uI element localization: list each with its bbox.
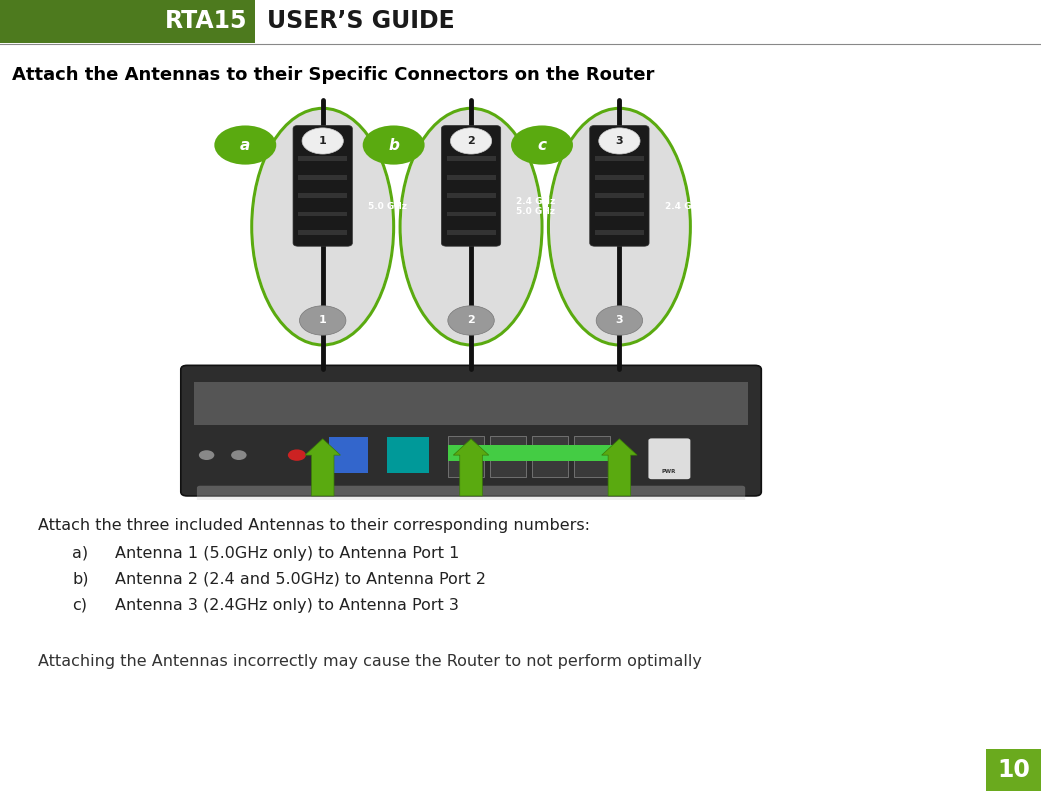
FancyBboxPatch shape bbox=[197, 486, 745, 518]
Text: RTA15: RTA15 bbox=[164, 9, 247, 33]
Bar bbox=[449, 445, 613, 461]
Circle shape bbox=[362, 126, 425, 165]
Bar bbox=[449, 437, 484, 477]
Circle shape bbox=[596, 306, 642, 335]
Text: Attach the three included Antennas to their corresponding numbers:: Attach the three included Antennas to th… bbox=[39, 518, 590, 533]
Text: 10: 10 bbox=[997, 758, 1030, 782]
Bar bbox=[194, 382, 748, 425]
Text: Attaching the Antennas incorrectly may cause the Router to not perform optimally: Attaching the Antennas incorrectly may c… bbox=[39, 654, 702, 669]
Bar bbox=[986, 749, 1041, 791]
Circle shape bbox=[451, 128, 491, 154]
Text: Antenna 3 (2.4GHz only) to Antenna Port 3: Antenna 3 (2.4GHz only) to Antenna Port … bbox=[115, 598, 459, 613]
Text: 2.4 GHz: 2.4 GHz bbox=[664, 202, 704, 210]
Circle shape bbox=[231, 450, 247, 460]
Bar bbox=[594, 193, 644, 198]
FancyArrow shape bbox=[305, 439, 340, 496]
Text: 2: 2 bbox=[467, 136, 475, 146]
Circle shape bbox=[302, 128, 344, 154]
Bar bbox=[447, 175, 496, 180]
Text: b: b bbox=[388, 138, 399, 153]
Text: a: a bbox=[240, 138, 251, 153]
Text: Antenna 2 (2.4 and 5.0GHz) to Antenna Port 2: Antenna 2 (2.4 and 5.0GHz) to Antenna Po… bbox=[115, 572, 486, 587]
Bar bbox=[298, 230, 348, 235]
FancyBboxPatch shape bbox=[441, 126, 501, 246]
Bar bbox=[594, 211, 644, 217]
Bar bbox=[575, 437, 610, 477]
FancyBboxPatch shape bbox=[181, 365, 761, 496]
FancyArrow shape bbox=[602, 439, 637, 496]
Text: 1: 1 bbox=[319, 316, 327, 325]
Ellipse shape bbox=[550, 109, 689, 344]
Text: a): a) bbox=[72, 546, 88, 561]
Circle shape bbox=[511, 126, 573, 165]
Text: 2.4 GHz
5.0 GHz: 2.4 GHz 5.0 GHz bbox=[516, 196, 556, 216]
Text: 2: 2 bbox=[467, 316, 475, 325]
FancyArrow shape bbox=[453, 439, 489, 496]
Text: USER’S GUIDE: USER’S GUIDE bbox=[266, 9, 455, 33]
Bar bbox=[298, 157, 348, 161]
FancyBboxPatch shape bbox=[590, 126, 650, 246]
FancyBboxPatch shape bbox=[293, 126, 352, 246]
Text: 3: 3 bbox=[615, 136, 624, 146]
Circle shape bbox=[288, 449, 306, 461]
Text: b): b) bbox=[72, 572, 88, 587]
Text: c): c) bbox=[72, 598, 87, 613]
Circle shape bbox=[199, 450, 214, 460]
Bar bbox=[532, 437, 567, 477]
Bar bbox=[0, 0, 255, 43]
Text: PWR: PWR bbox=[662, 469, 677, 474]
Bar bbox=[298, 193, 348, 198]
Circle shape bbox=[214, 126, 276, 165]
Bar bbox=[447, 211, 496, 217]
Ellipse shape bbox=[402, 109, 540, 344]
Text: Antenna 1 (5.0GHz only) to Antenna Port 1: Antenna 1 (5.0GHz only) to Antenna Port … bbox=[115, 546, 459, 561]
Bar bbox=[594, 175, 644, 180]
Bar bbox=[594, 157, 644, 161]
Text: 5.0 GHz: 5.0 GHz bbox=[367, 202, 407, 210]
Bar bbox=[298, 175, 348, 180]
FancyBboxPatch shape bbox=[649, 438, 690, 479]
Bar bbox=[447, 230, 496, 235]
Bar bbox=[329, 437, 367, 474]
Bar bbox=[447, 193, 496, 198]
Bar bbox=[387, 437, 429, 474]
Circle shape bbox=[448, 306, 494, 335]
Bar bbox=[490, 437, 526, 477]
Circle shape bbox=[599, 128, 640, 154]
Text: Attach the Antennas to their Specific Connectors on the Router: Attach the Antennas to their Specific Co… bbox=[12, 66, 655, 84]
Text: 3: 3 bbox=[615, 316, 624, 325]
Text: 1: 1 bbox=[319, 136, 327, 146]
Bar bbox=[298, 211, 348, 217]
Ellipse shape bbox=[253, 109, 392, 344]
Bar bbox=[594, 230, 644, 235]
Circle shape bbox=[300, 306, 346, 335]
Text: c: c bbox=[537, 138, 547, 153]
Bar bbox=[447, 157, 496, 161]
